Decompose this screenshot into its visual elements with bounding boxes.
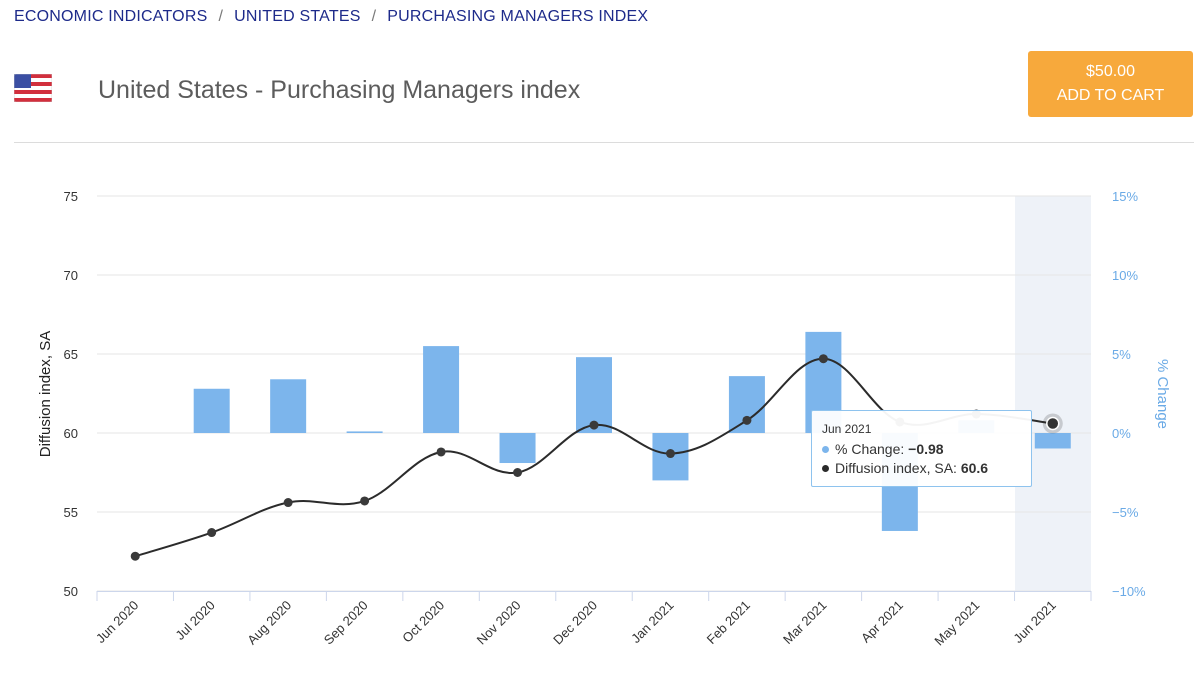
y-axis-label: Diffusion index, SA	[37, 331, 54, 457]
breadcrumb: ECONOMIC INDICATORS / UNITED STATES / PURCHA…	[14, 8, 648, 26]
line-point	[130, 551, 140, 561]
x-tick-label: Aug 2020	[244, 598, 294, 648]
cart-price: $50.00	[1086, 63, 1135, 80]
breadcrumb-separator: /	[218, 8, 224, 25]
bar-pct-change	[193, 388, 230, 433]
line-point	[207, 528, 217, 538]
line-point	[589, 420, 599, 430]
page-title: United States - Purchasing Managers inde…	[98, 76, 581, 104]
change-dot-icon	[822, 446, 829, 453]
line-point	[742, 415, 752, 425]
breadcrumb-purchasing-managers-index[interactable]: PURCHASING MANAGERS INDEX	[387, 8, 649, 25]
right-tick-label: −5%	[1112, 505, 1139, 520]
breadcrumb-economic-indicators[interactable]: ECONOMIC INDICATORS	[14, 8, 208, 25]
line-point	[283, 498, 293, 508]
x-tick-label: Mar 2021	[780, 598, 829, 647]
left-tick-label: 55	[64, 505, 78, 520]
right-tick-label: 15%	[1112, 189, 1138, 204]
right-tick-label: 5%	[1112, 347, 1131, 362]
left-axis: 50 55 60 65 70 75	[64, 189, 78, 599]
highlight-band	[1015, 196, 1091, 591]
bar-pct-change	[423, 346, 460, 433]
x-tick-label: Jun 2020	[93, 598, 141, 646]
line-point	[360, 496, 370, 506]
x-tick-label: Jul 2020	[172, 598, 217, 643]
left-tick-label: 65	[64, 347, 78, 362]
x-tick-label: Dec 2020	[550, 598, 600, 648]
bar-pct-change	[270, 379, 307, 433]
left-tick-label: 70	[64, 268, 78, 283]
x-axis: Jun 2020 Jul 2020 Aug 2020 Sep 2020 Oct 2020…	[93, 591, 1092, 649]
x-tick-label: Jan 2021	[628, 598, 676, 646]
tooltip-change-label: % Change:	[835, 441, 905, 457]
x-tick-label: Nov 2020	[474, 598, 524, 648]
bar-pct-change	[346, 431, 383, 433]
cart-label: ADD TO CART	[1056, 87, 1165, 104]
x-tick-label: May 2021	[931, 598, 982, 649]
line-point-highlighted	[1046, 416, 1060, 431]
right-axis: −10% −5% 0% 5% 10% 15%	[1112, 189, 1146, 599]
tooltip-index-value: 60.6	[960, 460, 989, 476]
x-tick-label: Oct 2020	[399, 598, 447, 646]
tooltip-change-value: −0.98	[908, 441, 944, 457]
tooltip-change-row: % Change: −0.98	[822, 440, 1031, 459]
left-tick-label: 50	[64, 584, 78, 599]
x-tick-label: Feb 2021	[704, 598, 753, 647]
y2-axis-label: % Change	[1154, 359, 1171, 429]
right-tick-label: 10%	[1112, 268, 1138, 283]
x-tick-label: Sep 2020	[321, 598, 371, 648]
add-to-cart-button[interactable]: $50.00 ADD TO CART	[1028, 51, 1193, 117]
index-dot-icon	[822, 465, 829, 472]
header-divider	[14, 142, 1194, 143]
breadcrumb-united-states[interactable]: UNITED STATES	[234, 8, 361, 25]
line-point	[513, 468, 523, 477]
tooltip-index-row: Diffusion index, SA: 60.6	[822, 459, 1031, 478]
us-flag-icon	[14, 74, 52, 102]
tooltip-index-label: Diffusion index, SA:	[835, 460, 957, 476]
right-tick-label: −10%	[1112, 584, 1146, 599]
bar-pct-change	[499, 433, 536, 464]
line-point	[665, 449, 675, 459]
breadcrumb-separator: /	[371, 8, 377, 25]
line-point	[436, 447, 446, 457]
right-tick-label: 0%	[1112, 426, 1131, 441]
left-tick-label: 60	[64, 426, 78, 441]
tooltip-title: Jun 2021	[822, 422, 872, 436]
bar-pct-change	[1034, 433, 1071, 449]
bar-pct-change	[576, 357, 612, 433]
x-tick-label: Jun 2021	[1010, 598, 1058, 646]
chart-tooltip: Jun 2021 % Change: −0.98 Diffusion index…	[811, 410, 1032, 487]
left-tick-label: 75	[64, 189, 78, 204]
line-point	[818, 354, 828, 364]
x-tick-label: Apr 2021	[858, 598, 906, 646]
